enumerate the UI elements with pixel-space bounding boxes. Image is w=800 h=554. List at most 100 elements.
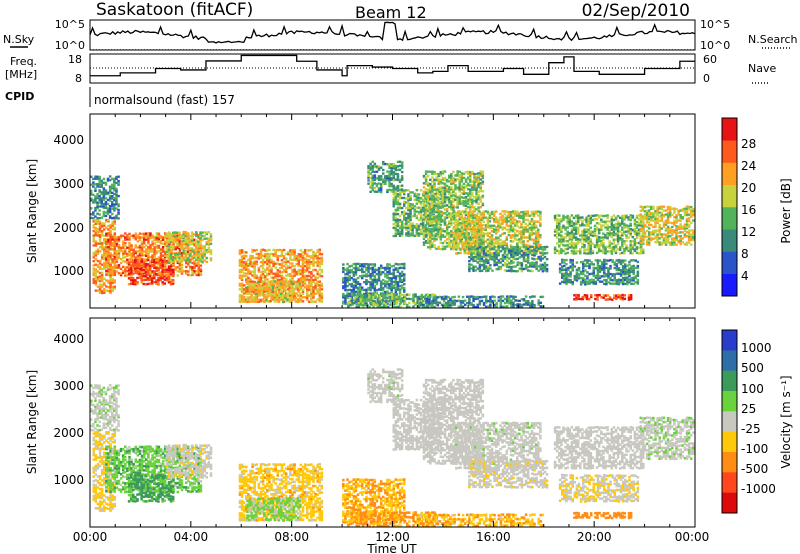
power-cell	[433, 170, 436, 174]
power-cell	[144, 262, 148, 266]
power-cell	[361, 301, 365, 304]
power-cell	[136, 240, 140, 243]
power-cell	[342, 296, 345, 299]
power-cell	[259, 264, 263, 268]
power-cell	[107, 254, 110, 258]
power-cell	[117, 236, 121, 239]
power-cell	[298, 292, 302, 295]
power-cell	[394, 186, 398, 189]
power-cell	[437, 188, 440, 191]
power-cell	[107, 259, 110, 263]
power-cell	[486, 218, 490, 221]
power-cell	[147, 255, 150, 259]
power-cell	[174, 255, 177, 258]
power-cell	[295, 280, 298, 284]
power-cell	[456, 204, 459, 207]
power-cell	[469, 250, 473, 253]
power-cell	[480, 240, 483, 243]
power-cell	[471, 220, 475, 224]
power-cell	[367, 182, 370, 185]
power-cell	[476, 222, 479, 225]
power-cell	[468, 208, 472, 211]
power-cell	[249, 262, 252, 266]
power-cell	[92, 183, 95, 187]
power-cell	[424, 194, 428, 197]
power-cell	[482, 252, 486, 255]
power-cell	[463, 228, 467, 231]
power-cell	[109, 232, 112, 235]
power-cell	[303, 268, 307, 272]
power-cell	[495, 226, 498, 229]
power-cell	[411, 191, 414, 194]
power-cell	[119, 273, 123, 277]
power-cell	[263, 253, 267, 256]
power-cell	[111, 204, 114, 208]
power-cell	[431, 194, 434, 197]
power-cell	[169, 258, 173, 261]
power-cell	[501, 255, 505, 259]
power-cell	[438, 191, 442, 194]
power-cell	[140, 277, 143, 280]
power-cell	[422, 219, 426, 223]
power-cell	[107, 252, 110, 256]
power-cell	[518, 216, 521, 219]
power-cell	[258, 290, 262, 293]
power-cell	[456, 198, 459, 201]
power-cell	[249, 278, 252, 281]
power-cell	[172, 255, 175, 259]
power-cell	[279, 280, 283, 283]
power-cell	[510, 265, 513, 269]
power-cell	[166, 256, 169, 259]
power-cell	[373, 290, 377, 294]
power-cell	[484, 232, 488, 236]
power-cell	[511, 234, 515, 237]
power-cell	[520, 234, 523, 237]
power-cell	[466, 176, 470, 179]
power-cell	[390, 272, 393, 275]
power-cell	[289, 256, 292, 260]
power-cell	[303, 252, 307, 256]
power-cell	[346, 276, 349, 280]
power-cell	[431, 188, 434, 192]
power-cell	[278, 296, 282, 299]
power-cell	[102, 195, 106, 198]
power-cell	[426, 203, 430, 207]
power-cell	[382, 301, 386, 305]
power-cell	[320, 274, 324, 278]
power-cell	[372, 295, 375, 299]
power-cell	[434, 232, 438, 236]
power-cell	[253, 269, 256, 272]
power-cell	[409, 234, 412, 237]
power-cell	[161, 264, 164, 268]
power-cell	[522, 255, 526, 258]
power-cell	[524, 251, 527, 255]
power-cell	[399, 293, 403, 297]
power-cell	[274, 292, 277, 296]
power-cell	[388, 276, 391, 280]
power-cell	[463, 251, 467, 255]
power-cell	[513, 218, 517, 222]
power-cell	[415, 198, 419, 202]
power-cell	[390, 278, 393, 282]
power-cell	[159, 242, 163, 245]
cpid-value: normalsound (fast) 157	[94, 93, 235, 107]
power-cell	[245, 290, 248, 293]
power-cell	[412, 297, 415, 301]
power-cell	[314, 282, 317, 286]
power-cell	[98, 235, 102, 239]
power-cell	[499, 224, 502, 227]
power-cell	[457, 228, 460, 231]
power-cell	[310, 271, 313, 274]
power-cell	[381, 180, 385, 184]
power-cell	[167, 273, 171, 276]
power-cell	[140, 272, 143, 276]
power-cell	[441, 235, 445, 238]
power-cell	[299, 258, 303, 261]
power-cell	[310, 297, 313, 301]
power-cell	[100, 205, 104, 208]
power-cell	[497, 240, 500, 243]
power-cell	[398, 204, 402, 208]
power-cell	[240, 286, 244, 289]
power-cell	[251, 248, 254, 252]
power-cell	[530, 226, 534, 229]
